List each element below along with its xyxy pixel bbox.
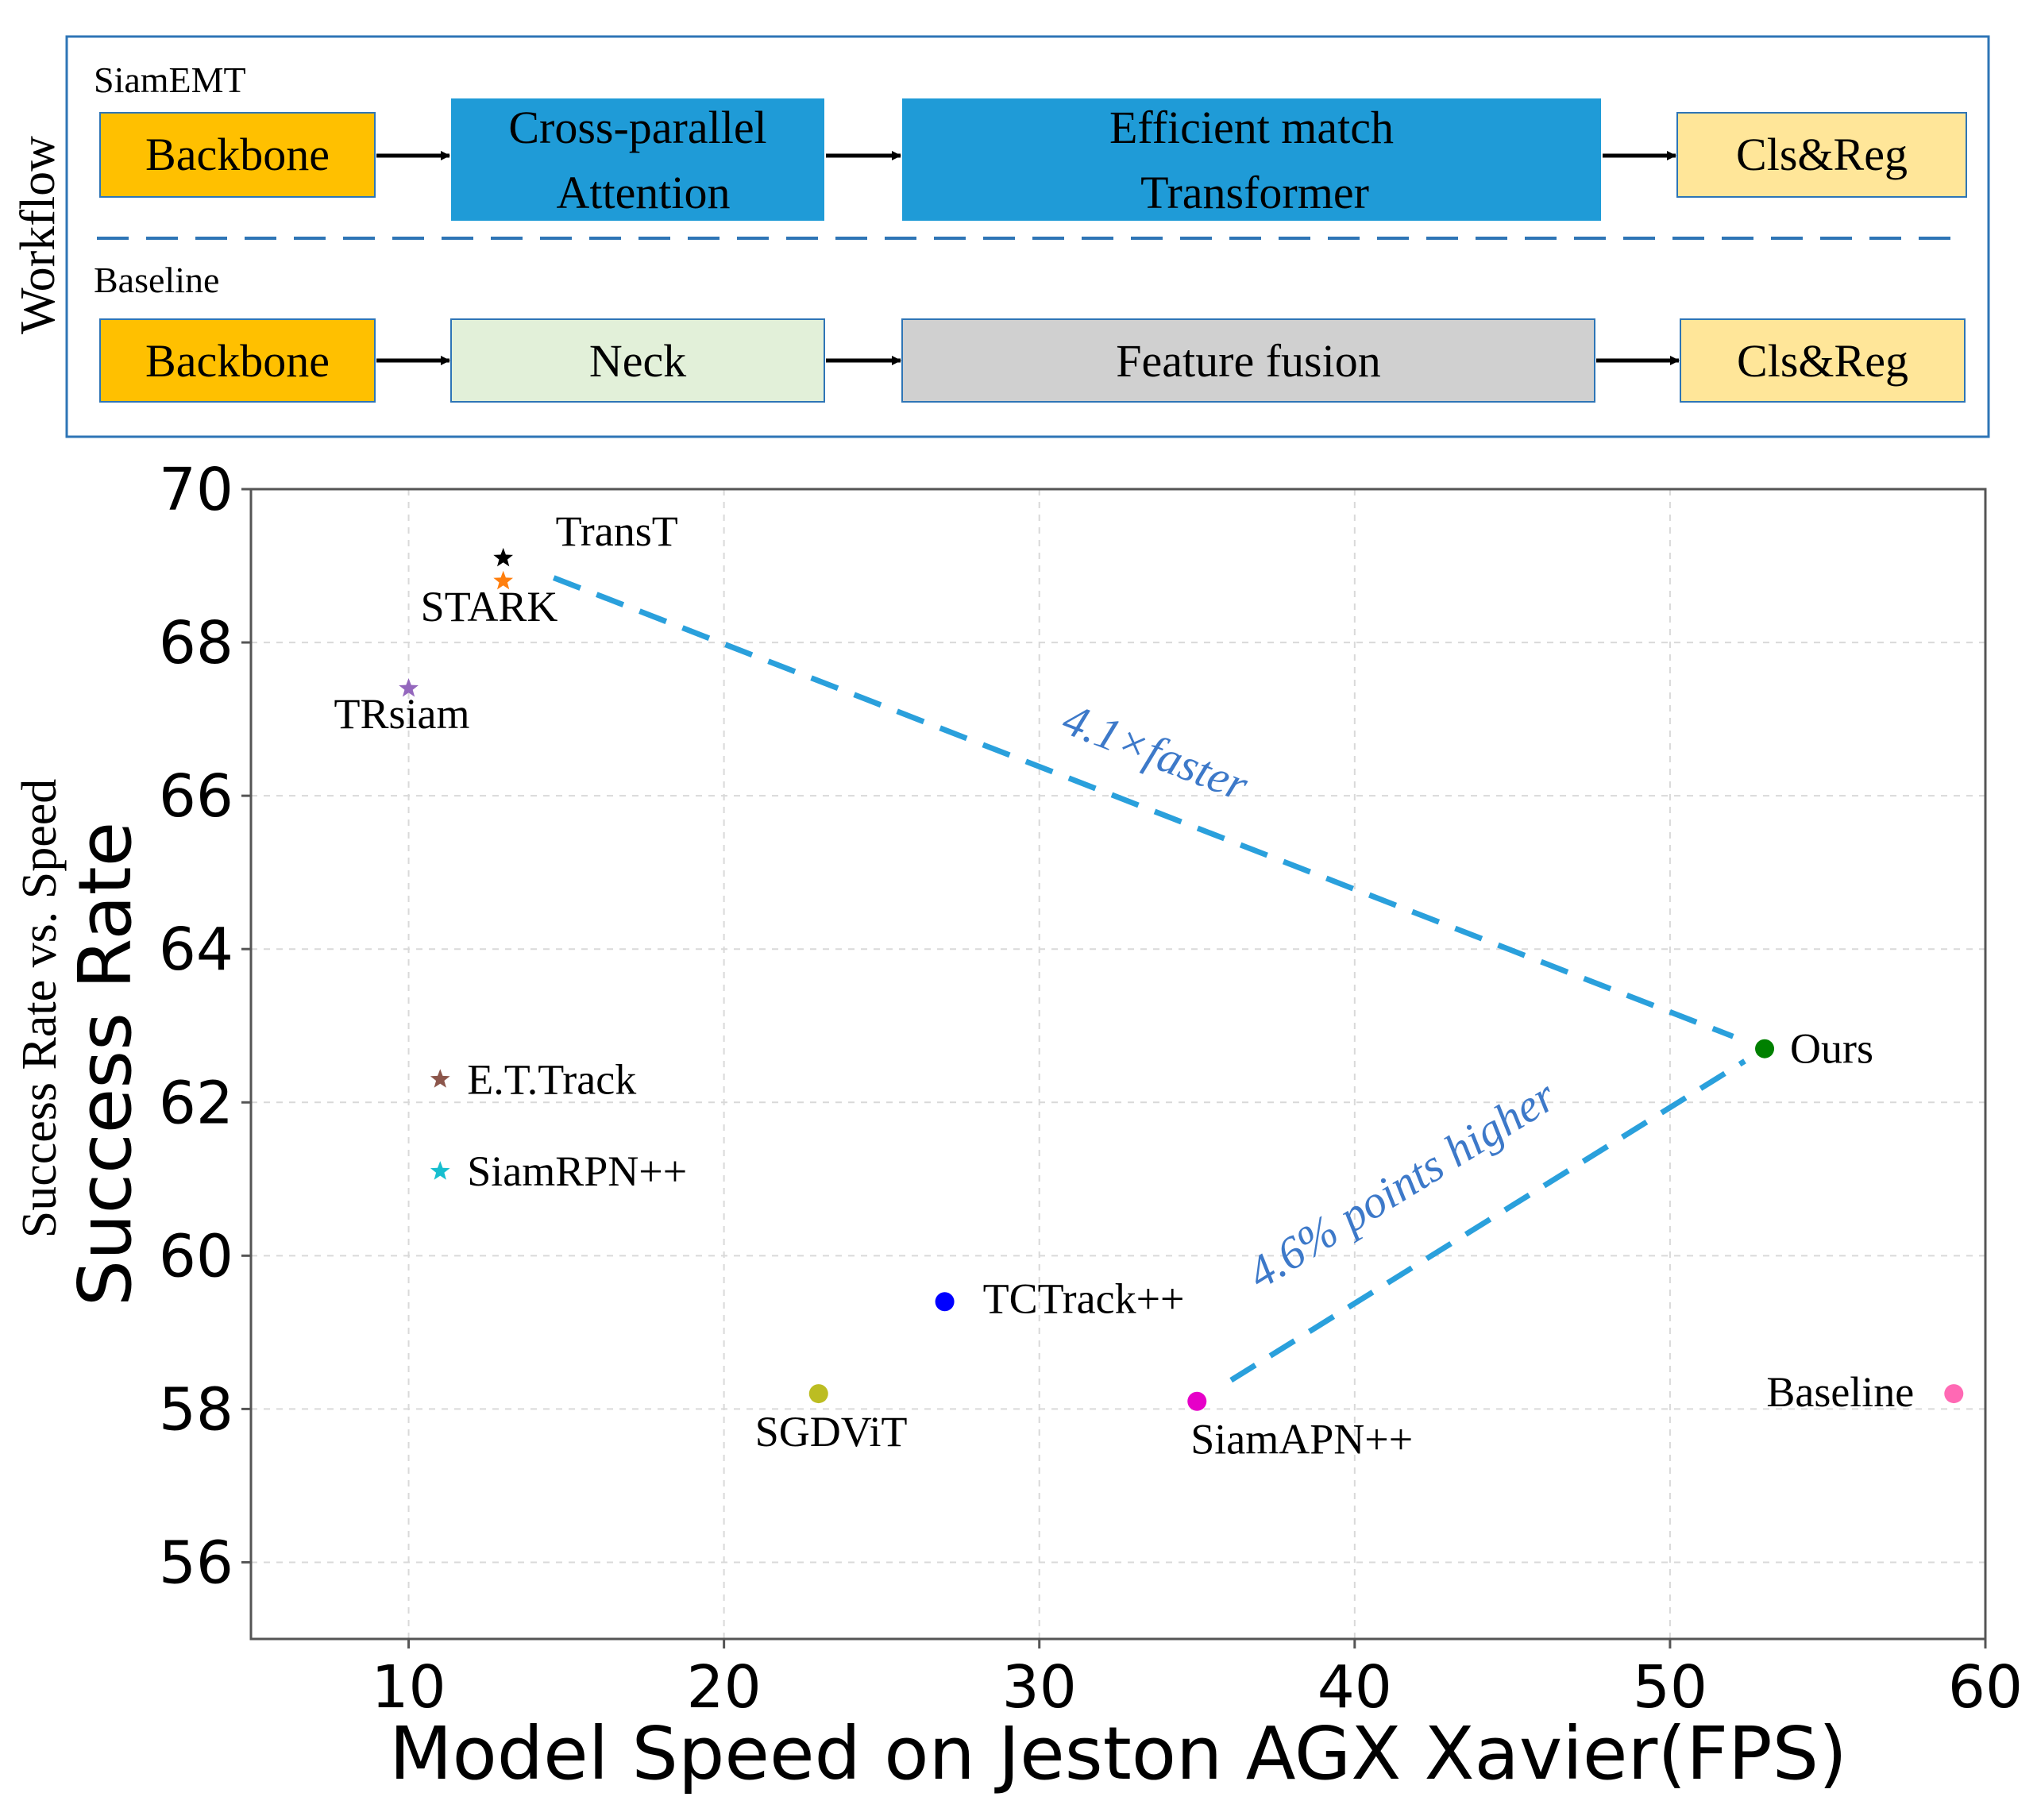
label-siamapn: SiamAPN++ bbox=[1190, 1416, 1413, 1463]
point-transt bbox=[493, 547, 513, 567]
cross-parallel-attention-box bbox=[451, 98, 824, 221]
x-tick-label: 20 bbox=[687, 1653, 762, 1722]
label-ours: Ours bbox=[1790, 1025, 1873, 1073]
grid bbox=[251, 489, 1985, 1639]
label-stark: STARK bbox=[421, 583, 558, 630]
siamemt-clsreg-box bbox=[1676, 112, 1967, 198]
label-sgdvit: SGDViT bbox=[755, 1408, 908, 1456]
y-tick-label: 68 bbox=[159, 609, 233, 677]
label-tctrack: TCTrack++ bbox=[983, 1274, 1185, 1322]
baseline-label: Baseline bbox=[94, 260, 219, 300]
higher-dashed-line bbox=[1229, 1058, 1746, 1383]
comparison-lines bbox=[552, 575, 1746, 1383]
siamemt-backbone-box bbox=[99, 112, 376, 198]
y-tick-label: 58 bbox=[159, 1375, 233, 1444]
efficient-match-text: Efficient match bbox=[1109, 102, 1394, 153]
point-trsiam bbox=[399, 678, 419, 697]
y-tick-label: 70 bbox=[159, 456, 233, 524]
point-siamrpn bbox=[430, 1161, 450, 1180]
baseline-backbone-box bbox=[99, 318, 376, 403]
annotations: 4.1×faster 4.6% points higher bbox=[1056, 692, 1565, 1299]
y-tick-label: 64 bbox=[159, 916, 233, 984]
baseline-clsreg-text: Cls&Reg bbox=[1737, 335, 1908, 387]
feature-fusion-box bbox=[901, 318, 1595, 403]
cross-parallel-text: Cross-parallel bbox=[508, 102, 766, 153]
x-tick-label: 10 bbox=[371, 1653, 446, 1722]
workflow-side-label: Workflow bbox=[11, 136, 65, 334]
baseline-clsreg-box bbox=[1680, 318, 1966, 403]
x-tick-label: 30 bbox=[1002, 1653, 1077, 1722]
point-baseline bbox=[1944, 1384, 1964, 1404]
siamemt-backbone-text: Backbone bbox=[145, 129, 330, 180]
x-tick-label: 50 bbox=[1633, 1653, 1707, 1722]
neck-box bbox=[450, 318, 825, 403]
faster-dashed-line bbox=[552, 575, 1734, 1039]
y-tick-label: 66 bbox=[159, 762, 233, 831]
y-tick-label: 60 bbox=[159, 1222, 233, 1290]
point-tctrack bbox=[935, 1292, 955, 1312]
workflow-panel: Workflow SiamEMT Backbone Cross-parallel… bbox=[11, 35, 1990, 438]
y-tick-label: 56 bbox=[159, 1529, 233, 1597]
transformer-text: Transformer bbox=[1140, 167, 1369, 218]
annotation-faster: 4.1×faster bbox=[1056, 692, 1256, 811]
feature-fusion-text: Feature fusion bbox=[1116, 335, 1380, 387]
siamemt-clsreg-text: Cls&Reg bbox=[1736, 129, 1908, 180]
x-axis-label: Model Speed on Jeston AGX Xavier(FPS) bbox=[389, 1711, 1847, 1796]
label-transt: TransT bbox=[556, 507, 678, 555]
siamemt-label: SiamEMT bbox=[94, 60, 246, 100]
point-e-t-track bbox=[430, 1069, 450, 1088]
point-labels: TransT STARK TRsiam E.T.Track SiamRPN++ TCTra… bbox=[334, 507, 1915, 1463]
x-tick-label: 40 bbox=[1317, 1653, 1392, 1722]
label-baseline: Baseline bbox=[1766, 1368, 1914, 1416]
chart-side-title: Success Rate vs. Speed bbox=[13, 779, 67, 1239]
point-sgdvit bbox=[808, 1384, 828, 1404]
neck-text: Neck bbox=[589, 335, 686, 387]
y-axis-label: Success Rate bbox=[63, 822, 148, 1307]
attention-text: Attention bbox=[556, 167, 730, 218]
y-tick-label: 62 bbox=[159, 1069, 233, 1137]
axis-ticks: 10 20 30 40 50 60 56 58 60 62 64 66 68 70 bbox=[159, 456, 2023, 1722]
point-stark bbox=[493, 570, 513, 590]
label-siamrpn: SiamRPN++ bbox=[467, 1147, 687, 1195]
label-trsiam: TRsiam bbox=[334, 690, 470, 738]
plot-frame bbox=[249, 488, 1987, 1641]
efficient-match-transformer-box bbox=[902, 98, 1601, 221]
annotation-higher: 4.6% points higher bbox=[1238, 1070, 1564, 1299]
data-points bbox=[399, 547, 1964, 1411]
baseline-backbone-text: Backbone bbox=[145, 335, 330, 387]
scatter-chart: 10 20 30 40 50 60 56 58 60 62 64 66 68 70 TransT STARK… bbox=[13, 456, 2023, 1796]
point-ours bbox=[1755, 1039, 1775, 1058]
label-e-t-track: E.T.Track bbox=[467, 1055, 636, 1103]
point-siamapn bbox=[1187, 1391, 1207, 1411]
x-tick-label: 60 bbox=[1948, 1653, 2023, 1722]
